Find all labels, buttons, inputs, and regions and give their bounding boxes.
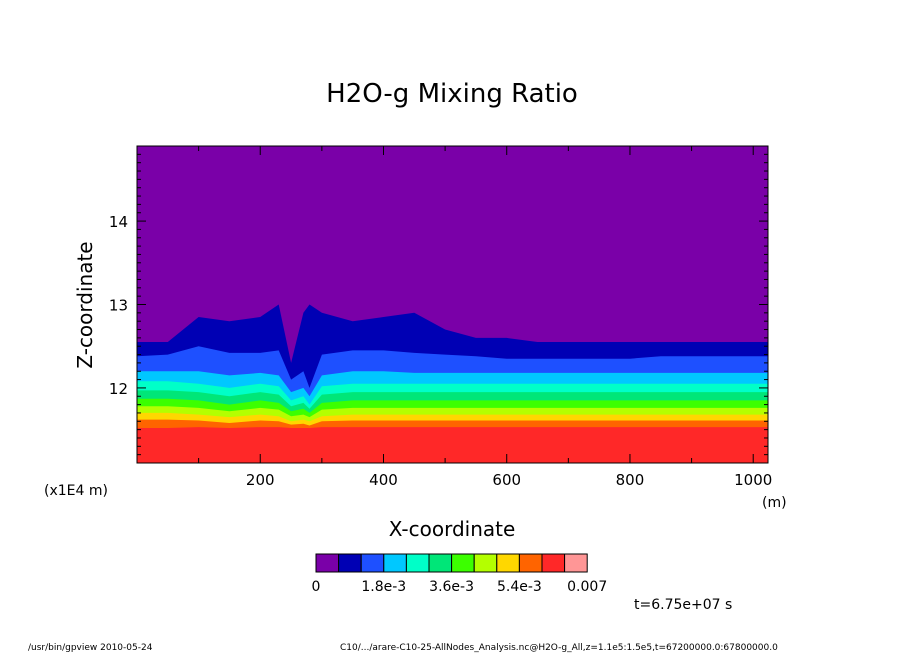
- colorbar-label: 1.8e-3: [361, 579, 406, 595]
- x-unit-label: (m): [762, 495, 787, 511]
- colorbar-swatch: [405, 553, 430, 573]
- x-tick-label: 600: [492, 471, 521, 489]
- x-tick-label: 800: [616, 471, 645, 489]
- x-tick-label: 200: [246, 471, 275, 489]
- plot-area: [137, 146, 768, 463]
- colorbar-swatch: [496, 553, 520, 573]
- y-tick-label: 14: [109, 213, 128, 231]
- colorbar-label: 0: [312, 579, 321, 595]
- colorbar-swatch: [383, 553, 407, 573]
- x-axis: 200 400 600 800 1000: [198, 146, 772, 489]
- x-tick-label: 400: [369, 471, 398, 489]
- y-unit-label: (x1E4 m): [44, 483, 108, 499]
- colorbar-label: 3.6e-3: [429, 579, 474, 595]
- y-tick-label: 12: [109, 380, 128, 398]
- contour-bands: [137, 304, 768, 463]
- colorbar-swatch: [360, 553, 385, 573]
- colorbar-swatch: [315, 553, 340, 573]
- colorbar-swatch: [518, 553, 543, 573]
- colorbar-swatch: [564, 553, 588, 573]
- colorbar-swatch: [473, 553, 498, 573]
- footer-right: C10/.../arare-C10-25-AllNodes_Analysis.n…: [340, 643, 778, 653]
- y-axis-title: Z-coordinate: [73, 241, 97, 368]
- colorbar-label: 5.4e-3: [497, 579, 542, 595]
- y-axis: 12 13 14: [109, 153, 768, 456]
- colorbar: [315, 553, 588, 573]
- contour-band-10: [137, 427, 768, 463]
- colorbar-labels: 0 1.8e-3 3.6e-3 5.4e-3 0.007: [312, 579, 608, 595]
- x-axis-title: X-coordinate: [389, 517, 516, 541]
- colorbar-swatch: [451, 553, 475, 573]
- colorbar-label: 0.007: [567, 579, 607, 595]
- colorbar-swatch: [428, 553, 453, 573]
- colorbar-swatch: [541, 553, 566, 573]
- y-tick-label: 13: [109, 297, 128, 315]
- chart-title: H2O-g Mixing Ratio: [326, 79, 578, 109]
- colorbar-swatch: [338, 553, 362, 573]
- footer-left: /usr/bin/gpview 2010-05-24: [28, 643, 153, 653]
- x-tick-label: 1000: [734, 471, 772, 489]
- time-label: t=6.75e+07 s: [634, 597, 732, 613]
